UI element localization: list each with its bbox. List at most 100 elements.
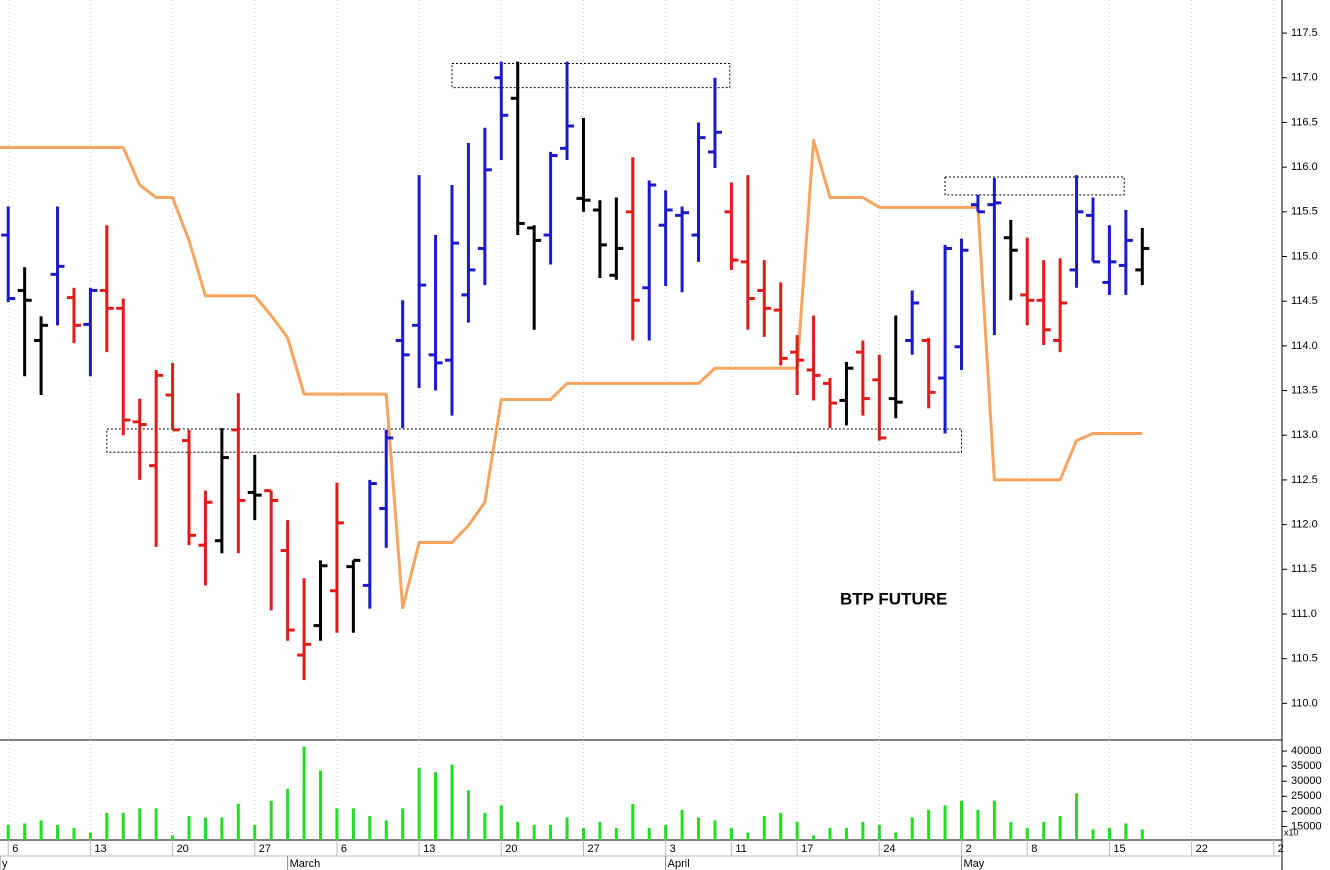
volume-bar bbox=[762, 815, 766, 840]
x-tick-label: 27 bbox=[587, 843, 599, 855]
x-tick-label: 2 bbox=[966, 843, 972, 855]
x-tick-label: 24 bbox=[883, 843, 895, 855]
y-tick-label: 111.0 bbox=[1291, 608, 1317, 620]
y-tick-label: 113.5 bbox=[1291, 384, 1318, 396]
range-box bbox=[106, 428, 963, 453]
volume-bar bbox=[1107, 827, 1111, 840]
x-tick-label: 17 bbox=[801, 843, 813, 855]
x-tick-label: 8 bbox=[1031, 843, 1037, 855]
y-tick-label: 112.5 bbox=[1291, 474, 1318, 486]
volume-bar bbox=[877, 824, 881, 840]
volume-bar bbox=[302, 746, 306, 840]
volume-bar bbox=[697, 817, 701, 840]
month-label: y bbox=[2, 858, 8, 870]
month-label: May bbox=[964, 858, 985, 870]
volume-bar bbox=[56, 824, 60, 840]
x-tick-label: 22 bbox=[1196, 843, 1208, 855]
range-box bbox=[451, 62, 731, 89]
volume-bar bbox=[1075, 793, 1079, 840]
y-tick-label: 117.5 bbox=[1291, 27, 1318, 39]
volume-bar bbox=[532, 824, 536, 840]
volume-bar bbox=[121, 812, 125, 840]
volume-bar bbox=[927, 809, 931, 840]
x-tick-label: 20 bbox=[177, 843, 189, 855]
volume-bar bbox=[23, 823, 27, 840]
y-tick-label: 113.0 bbox=[1291, 429, 1318, 441]
y-tick-label: 20000 bbox=[1291, 805, 1322, 817]
volume-bar bbox=[319, 770, 322, 840]
volume-bar bbox=[992, 800, 996, 840]
volume-bar bbox=[450, 764, 454, 840]
x-tick-label: 27 bbox=[259, 843, 271, 855]
chart-title: BTP FUTURE bbox=[840, 589, 947, 608]
x-tick-label: 15 bbox=[1113, 843, 1125, 855]
volume-bar bbox=[598, 821, 602, 840]
volume-bar bbox=[253, 824, 257, 840]
volume-bar bbox=[795, 821, 799, 840]
x-tick-label: 13 bbox=[94, 843, 106, 855]
y-tick-label: 111.5 bbox=[1291, 563, 1317, 575]
volume-bar bbox=[269, 800, 273, 840]
volume-bar bbox=[976, 809, 980, 840]
x-tick-label: 2 bbox=[1278, 843, 1284, 855]
y-tick-label: 40000 bbox=[1291, 745, 1322, 757]
volume-bar bbox=[1042, 821, 1046, 840]
volume-bar bbox=[565, 817, 569, 840]
x-tick-label: 11 bbox=[735, 843, 746, 855]
x-tick-label: 6 bbox=[341, 843, 347, 855]
volume-bar bbox=[72, 827, 76, 840]
x-tick-label: 20 bbox=[505, 843, 517, 855]
volume-bar bbox=[384, 820, 388, 840]
y-tick-label: 114.5 bbox=[1291, 295, 1318, 307]
volume-bar bbox=[401, 808, 405, 840]
volume-bar bbox=[631, 803, 635, 840]
x-tick-label: 6 bbox=[12, 843, 18, 855]
volume-bar bbox=[6, 824, 10, 840]
volume-bar bbox=[943, 805, 947, 840]
volume-bar bbox=[1025, 827, 1029, 840]
x-tick-label: 13 bbox=[423, 843, 435, 855]
volume-bar bbox=[746, 832, 750, 840]
volume-bar bbox=[1091, 829, 1095, 840]
volume-bar bbox=[614, 827, 618, 840]
volume-bar bbox=[154, 808, 158, 840]
volume-bar bbox=[483, 812, 487, 840]
month-label: April bbox=[668, 858, 690, 870]
y-tick-label: 35000 bbox=[1291, 760, 1322, 772]
volume-bar bbox=[812, 835, 816, 840]
y-tick-label: 30000 bbox=[1291, 775, 1322, 787]
volume-bar bbox=[844, 827, 848, 840]
volume-bar bbox=[1140, 829, 1144, 840]
volume-bar bbox=[138, 808, 142, 840]
volume-bar bbox=[960, 800, 963, 840]
volume-bar bbox=[647, 827, 651, 840]
volume-bar bbox=[910, 817, 914, 840]
volume-bar bbox=[1009, 821, 1013, 840]
volume-bar bbox=[581, 827, 585, 840]
volume-bar bbox=[335, 808, 339, 840]
stop-line bbox=[0, 138, 1143, 610]
volume-bar bbox=[779, 812, 783, 840]
range-box bbox=[944, 176, 1125, 196]
volume-bar bbox=[828, 827, 832, 840]
volume-bar bbox=[105, 812, 109, 840]
volume-bar bbox=[1058, 815, 1062, 840]
volume-bar bbox=[894, 832, 898, 840]
volume-bar bbox=[39, 820, 43, 840]
y-tick-label: 115.0 bbox=[1291, 250, 1318, 262]
axis-note: x10 bbox=[1284, 827, 1299, 837]
volume-bar bbox=[713, 820, 717, 840]
volume-bar bbox=[368, 815, 372, 840]
volume-bar bbox=[499, 805, 503, 840]
volume-bar bbox=[286, 788, 290, 840]
volume-bar bbox=[417, 767, 421, 840]
volume-bar bbox=[729, 827, 733, 840]
y-tick-label: 110.0 bbox=[1291, 697, 1318, 709]
volume-bar bbox=[236, 803, 240, 840]
volume-bar bbox=[861, 821, 865, 840]
y-tick-label: 110.5 bbox=[1291, 653, 1318, 665]
month-label: March bbox=[290, 858, 321, 870]
y-tick-label: 25000 bbox=[1291, 790, 1322, 802]
